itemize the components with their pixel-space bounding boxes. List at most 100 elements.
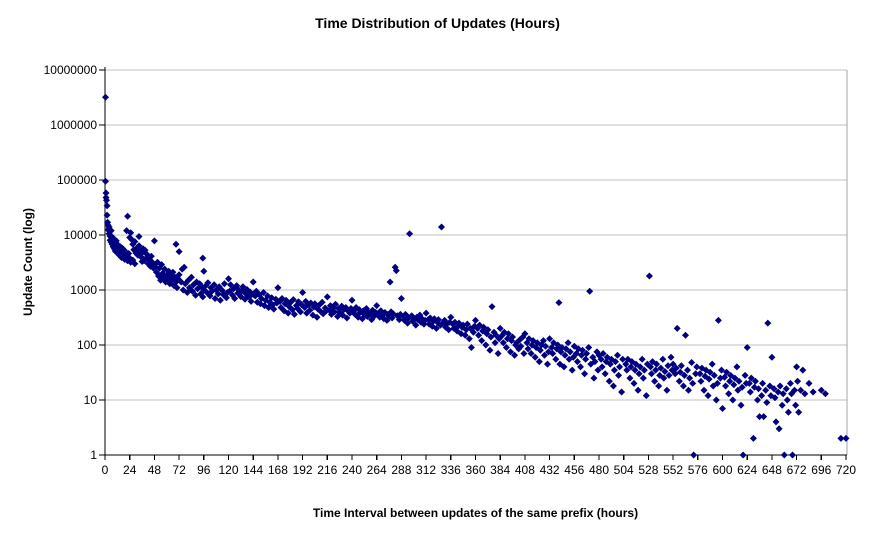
data-point: [299, 289, 307, 296]
data-point: [626, 374, 634, 382]
data-point: [612, 358, 619, 366]
x-tick-label: 72: [172, 463, 186, 477]
data-point: [173, 284, 181, 292]
data-point: [103, 211, 111, 219]
y-tick-label: 10: [84, 393, 98, 407]
data-point: [323, 293, 331, 301]
data-point: [339, 311, 347, 319]
data-point: [745, 379, 753, 387]
data-point: [680, 371, 688, 379]
data-point: [494, 350, 502, 357]
x-tick-label: 504: [614, 463, 634, 477]
data-point: [618, 388, 626, 396]
data-point: [200, 267, 208, 275]
data-point: [672, 364, 680, 372]
data-point: [741, 371, 749, 379]
x-tick-label: 288: [391, 463, 411, 477]
x-tick-label: 216: [317, 463, 337, 477]
data-point: [463, 320, 471, 328]
data-point: [667, 353, 675, 361]
data-point: [511, 351, 519, 359]
data-point: [679, 382, 687, 390]
data-point: [591, 358, 599, 366]
data-point: [685, 386, 692, 394]
data-point: [527, 350, 535, 357]
data-point: [723, 368, 731, 376]
data-point: [772, 418, 780, 426]
data-point: [509, 333, 516, 341]
data-point: [517, 342, 525, 350]
data-point: [792, 401, 800, 409]
x-tick-label: 96: [197, 463, 211, 477]
data-point: [531, 353, 539, 361]
data-point: [227, 281, 235, 289]
x-tick-label: 552: [663, 463, 683, 477]
data-point: [544, 360, 551, 368]
data-point: [172, 240, 180, 248]
data-point: [175, 271, 183, 279]
data-point: [639, 374, 647, 382]
data-point: [542, 342, 549, 350]
data-point: [535, 358, 543, 366]
data-point: [270, 305, 278, 313]
data-point: [735, 377, 743, 385]
data-point: [635, 370, 643, 378]
gridlines: [105, 69, 847, 401]
data-point: [821, 390, 829, 398]
data-point: [700, 386, 708, 394]
data-point: [756, 413, 763, 421]
data-point: [760, 413, 768, 421]
data-point: [749, 434, 757, 442]
data-point: [770, 385, 778, 393]
data-point: [677, 362, 685, 370]
data-point: [125, 250, 133, 257]
data-point: [616, 363, 624, 371]
data-point: [842, 434, 850, 442]
data-point: [623, 366, 631, 374]
data-point: [397, 295, 405, 302]
x-tick-label: 672: [787, 463, 807, 477]
data-point: [758, 392, 766, 400]
data-point: [135, 242, 143, 250]
data-point: [348, 296, 356, 304]
data-point: [786, 379, 794, 387]
x-tick-label: 456: [564, 463, 584, 477]
y-tick-label: 1000: [70, 283, 97, 297]
data-point: [546, 335, 554, 343]
data-point: [561, 351, 569, 359]
data-point: [609, 382, 617, 390]
data-point: [706, 368, 714, 376]
data-point: [552, 355, 560, 363]
data-point: [771, 394, 779, 402]
x-tick-label: 648: [762, 463, 782, 477]
data-point: [199, 293, 207, 301]
data-point: [210, 281, 218, 289]
data-point: [714, 316, 722, 324]
data-point: [768, 353, 776, 361]
data-point: [124, 212, 132, 220]
data-point: [739, 451, 747, 459]
data-point: [638, 355, 646, 363]
data-point: [549, 350, 557, 357]
data-point: [614, 351, 621, 359]
data-point: [204, 279, 212, 287]
data-point: [496, 324, 504, 332]
data-point: [507, 348, 514, 356]
x-tick-label: 576: [688, 463, 708, 477]
data-point: [615, 371, 623, 379]
data-point: [783, 396, 791, 404]
data-point: [445, 326, 453, 334]
data-point: [763, 399, 771, 406]
data-point: [524, 345, 532, 353]
data-point: [438, 223, 445, 231]
data-point: [274, 284, 282, 292]
data-point: [102, 177, 109, 185]
data-point: [306, 306, 314, 314]
data-point: [799, 366, 807, 374]
data-point: [175, 248, 183, 256]
data-point: [686, 374, 694, 382]
data-point: [651, 377, 659, 385]
data-point: [318, 298, 326, 306]
data-point: [708, 360, 716, 368]
